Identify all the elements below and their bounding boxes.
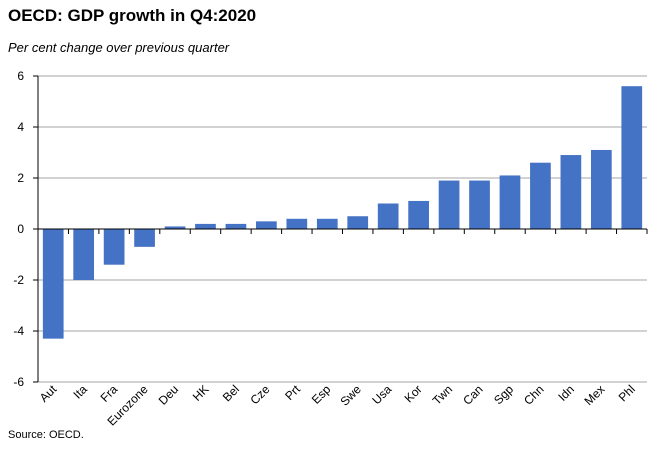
x-tick-label: Swe xyxy=(337,382,364,409)
bar-cze xyxy=(256,221,277,229)
x-tick-label: Mex xyxy=(582,382,608,408)
gridlines xyxy=(38,75,647,383)
y-tick-label: 4 xyxy=(17,120,24,134)
x-tick-label: Idn xyxy=(555,382,577,404)
bar-usa xyxy=(377,203,399,229)
y-tick-label: -2 xyxy=(13,273,24,287)
x-tick-label: Can xyxy=(460,382,485,407)
bar-twn xyxy=(438,180,460,229)
chart-subtitle: Per cent change over previous quarter xyxy=(8,40,230,55)
y-tick-label: -6 xyxy=(13,375,24,389)
y-tick-label: -4 xyxy=(13,324,24,338)
bar-aut xyxy=(42,229,64,339)
bar-prt xyxy=(286,218,308,229)
x-tick-label: Sgp xyxy=(491,382,516,407)
x-tick-label: Cze xyxy=(248,382,273,407)
x-tick-label: Ita xyxy=(70,382,90,402)
x-tick-label: Chn xyxy=(521,382,546,407)
source-note: Source: OECD. xyxy=(8,429,84,441)
bar-deu xyxy=(164,226,186,229)
bar-sgp xyxy=(499,175,521,229)
bar-bel xyxy=(225,223,247,229)
bar-phl xyxy=(621,86,643,229)
x-tick-label: Bel xyxy=(220,382,242,404)
x-tick-label: Deu xyxy=(156,382,181,407)
x-tick-label: Twn xyxy=(430,382,455,407)
bar-swe xyxy=(347,216,369,229)
bar-fra xyxy=(103,229,125,265)
chart-title: OECD: GDP growth in Q4:2020 xyxy=(8,6,257,25)
bar-eurozone xyxy=(134,229,155,247)
y-tick-label: 0 xyxy=(17,222,24,236)
x-tick-label: Kor xyxy=(402,382,425,405)
bar-mex xyxy=(590,149,612,229)
x-tick-label: HK xyxy=(190,382,212,404)
x-tick-label: Phl xyxy=(616,382,638,404)
bar-chn xyxy=(530,162,551,229)
bars xyxy=(42,86,643,339)
x-tick-label: Usa xyxy=(369,382,394,407)
x-tick-label: Esp xyxy=(309,382,334,407)
bar-idn xyxy=(560,155,582,229)
x-tick-label: Prt xyxy=(282,382,303,403)
bar-esp xyxy=(316,218,338,229)
bar-hk xyxy=(195,223,216,229)
bar-ita xyxy=(73,229,95,280)
y-axis-tick-labels: -6 -4 -2 0 2 4 6 xyxy=(13,69,24,389)
x-tick-label: Aut xyxy=(37,382,60,405)
x-tick-label: Fra xyxy=(98,382,121,405)
axes xyxy=(33,75,648,383)
y-tick-label: 2 xyxy=(17,171,24,185)
bar-kor xyxy=(408,200,429,229)
y-tick-label: 6 xyxy=(17,69,24,83)
bar-can xyxy=(469,180,490,229)
